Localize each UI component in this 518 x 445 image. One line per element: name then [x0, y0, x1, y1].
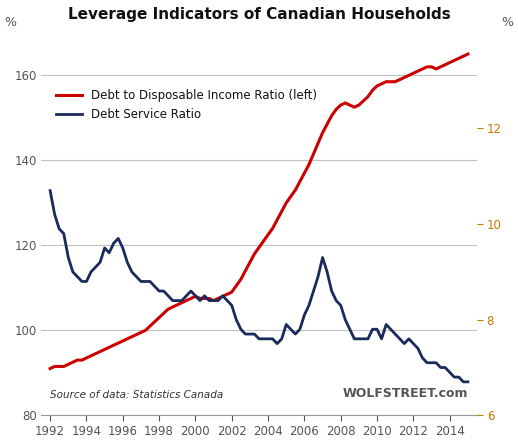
Y-axis label: %: %	[501, 16, 513, 29]
Y-axis label: %: %	[5, 16, 17, 29]
Title: Leverage Indicators of Canadian Households: Leverage Indicators of Canadian Househol…	[68, 7, 450, 22]
Text: Source of data: Statistics Canada: Source of data: Statistics Canada	[50, 390, 223, 400]
Legend: Debt to Disposable Income Ratio (left), Debt Service Ratio: Debt to Disposable Income Ratio (left), …	[51, 85, 322, 126]
Text: WOLFSTREET.com: WOLFSTREET.com	[343, 387, 468, 400]
